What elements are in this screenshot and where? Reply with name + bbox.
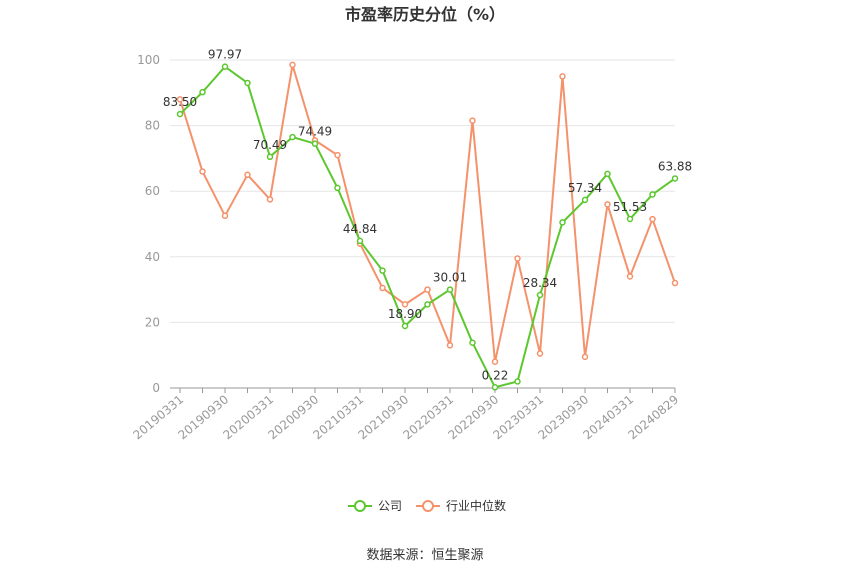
data-point[interactable]	[356, 237, 364, 245]
data-point[interactable]	[334, 151, 341, 159]
data-point[interactable]	[559, 219, 566, 226]
data-point[interactable]	[289, 61, 296, 69]
data-label: 70.49	[253, 138, 287, 152]
data-point[interactable]	[604, 201, 611, 208]
data-label: 74.49	[298, 125, 332, 139]
data-point[interactable]	[514, 255, 521, 262]
data-point[interactable]	[221, 212, 229, 220]
data-point[interactable]	[266, 153, 274, 161]
data-label: 97.97	[208, 48, 242, 62]
data-point[interactable]	[244, 171, 251, 179]
data-point[interactable]	[334, 184, 341, 192]
legend-marker	[422, 500, 434, 512]
data-point[interactable]	[379, 284, 386, 292]
data-point[interactable]	[581, 196, 589, 204]
data-label: 83.50	[163, 95, 197, 109]
data-point[interactable]	[671, 175, 679, 182]
x-axis: 2019033120190930202003312020093020210331…	[130, 387, 681, 442]
data-label: 30.01	[433, 271, 467, 285]
data-point[interactable]	[199, 168, 206, 175]
data-point[interactable]	[199, 88, 206, 96]
data-point[interactable]	[446, 342, 454, 349]
data-point[interactable]	[469, 339, 476, 346]
y-tick-label: 100	[137, 53, 160, 67]
data-point[interactable]	[514, 378, 521, 385]
data-point[interactable]	[626, 273, 634, 280]
y-tick-label: 80	[145, 119, 160, 133]
data-point[interactable]	[424, 301, 431, 308]
legend-label: 行业中位数	[446, 498, 506, 513]
legend-item-company[interactable]: 公司	[348, 499, 402, 513]
data-point[interactable]	[424, 286, 431, 293]
data-point[interactable]	[626, 215, 634, 223]
data-label: 28.34	[523, 276, 557, 290]
data-point[interactable]	[289, 133, 296, 141]
data-point[interactable]	[536, 350, 544, 357]
data-point[interactable]	[671, 279, 679, 287]
data-point[interactable]	[469, 117, 476, 124]
source-note: 数据来源：恒生聚源	[366, 548, 483, 563]
data-point[interactable]	[266, 196, 274, 203]
data-point[interactable]	[581, 353, 589, 361]
y-tick-label: 0	[152, 381, 160, 395]
y-tick-label: 40	[145, 250, 160, 264]
data-point[interactable]	[491, 358, 499, 366]
data-point[interactable]	[401, 301, 409, 308]
y-axis-ticks: 0 20 40 60 80 100	[137, 53, 160, 395]
data-point[interactable]	[536, 291, 544, 299]
data-label: 44.84	[343, 222, 377, 236]
legend-marker	[354, 500, 366, 512]
data-point[interactable]	[401, 322, 409, 330]
chart-title: 市盈率历史分位（%）	[345, 5, 505, 24]
series-layer	[176, 61, 679, 391]
data-point[interactable]	[176, 110, 184, 118]
data-point[interactable]	[221, 63, 229, 70]
data-point[interactable]	[446, 286, 454, 293]
data-point[interactable]	[491, 384, 499, 391]
legend[interactable]: 公司 行业中位数	[348, 498, 506, 513]
data-label: 57.34	[568, 181, 602, 195]
y-tick-label: 20	[145, 315, 160, 329]
data-point[interactable]	[649, 215, 656, 223]
data-point[interactable]	[379, 267, 386, 274]
data-point[interactable]	[176, 96, 184, 103]
series-line-industry-median	[179, 63, 676, 363]
data-labels: 83.50 97.97 70.49 74.49 44.84 18.90 30.01 0.22 2…	[163, 48, 692, 383]
series-line-company	[179, 65, 676, 389]
data-point[interactable]	[311, 140, 319, 147]
legend-label: 公司	[378, 499, 402, 513]
data-label: 63.88	[658, 159, 692, 173]
legend-item-industry-median[interactable]: 行业中位数	[416, 498, 506, 513]
x-tick-label: 20240829	[625, 392, 681, 442]
data-point[interactable]	[604, 170, 611, 178]
data-point[interactable]	[649, 191, 656, 198]
y-tick-label: 60	[145, 184, 160, 198]
data-label: 51.53	[613, 200, 647, 214]
data-point[interactable]	[559, 73, 566, 80]
data-label: 18.90	[388, 307, 422, 321]
data-point[interactable]	[244, 79, 251, 87]
data-label: 0.22	[482, 368, 509, 382]
